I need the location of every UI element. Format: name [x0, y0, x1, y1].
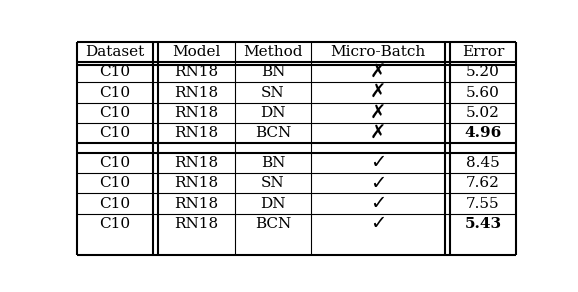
Text: ✓: ✓ — [370, 153, 386, 172]
Text: C10: C10 — [99, 176, 131, 190]
Text: DN: DN — [260, 197, 286, 211]
Text: RN18: RN18 — [175, 126, 218, 140]
Text: 7.62: 7.62 — [466, 176, 500, 190]
Text: ✓: ✓ — [370, 174, 386, 193]
Text: SN: SN — [261, 176, 285, 190]
Text: RN18: RN18 — [175, 106, 218, 120]
Text: ✗: ✗ — [370, 83, 386, 102]
Text: 4.96: 4.96 — [464, 126, 502, 140]
Text: SN: SN — [261, 86, 285, 100]
Text: Model: Model — [172, 45, 221, 59]
Text: BN: BN — [261, 156, 285, 170]
Text: ✗: ✗ — [370, 63, 386, 82]
Text: Method: Method — [243, 45, 303, 59]
Text: Error: Error — [462, 45, 504, 59]
Text: Micro-Batch: Micro-Batch — [331, 45, 425, 59]
Text: RN18: RN18 — [175, 217, 218, 231]
Text: ✗: ✗ — [370, 103, 386, 122]
Text: 7.55: 7.55 — [466, 197, 500, 211]
Text: RN18: RN18 — [175, 197, 218, 211]
Text: C10: C10 — [99, 156, 131, 170]
Text: C10: C10 — [99, 197, 131, 211]
Text: 5.43: 5.43 — [464, 217, 502, 231]
Text: C10: C10 — [99, 217, 131, 231]
Text: Dataset: Dataset — [86, 45, 144, 59]
Text: 5.60: 5.60 — [466, 86, 500, 100]
Text: RN18: RN18 — [175, 65, 218, 79]
Text: 5.02: 5.02 — [466, 106, 500, 120]
Text: BN: BN — [261, 65, 285, 79]
Text: BCN: BCN — [255, 217, 291, 231]
Text: RN18: RN18 — [175, 176, 218, 190]
Text: ✓: ✓ — [370, 194, 386, 213]
Text: C10: C10 — [99, 126, 131, 140]
Text: C10: C10 — [99, 65, 131, 79]
Text: RN18: RN18 — [175, 86, 218, 100]
Text: C10: C10 — [99, 106, 131, 120]
Text: ✗: ✗ — [370, 124, 386, 143]
Text: 8.45: 8.45 — [466, 156, 500, 170]
Text: ✓: ✓ — [370, 214, 386, 233]
Text: BCN: BCN — [255, 126, 291, 140]
Text: DN: DN — [260, 106, 286, 120]
Text: C10: C10 — [99, 86, 131, 100]
Text: 5.20: 5.20 — [466, 65, 500, 79]
Text: RN18: RN18 — [175, 156, 218, 170]
